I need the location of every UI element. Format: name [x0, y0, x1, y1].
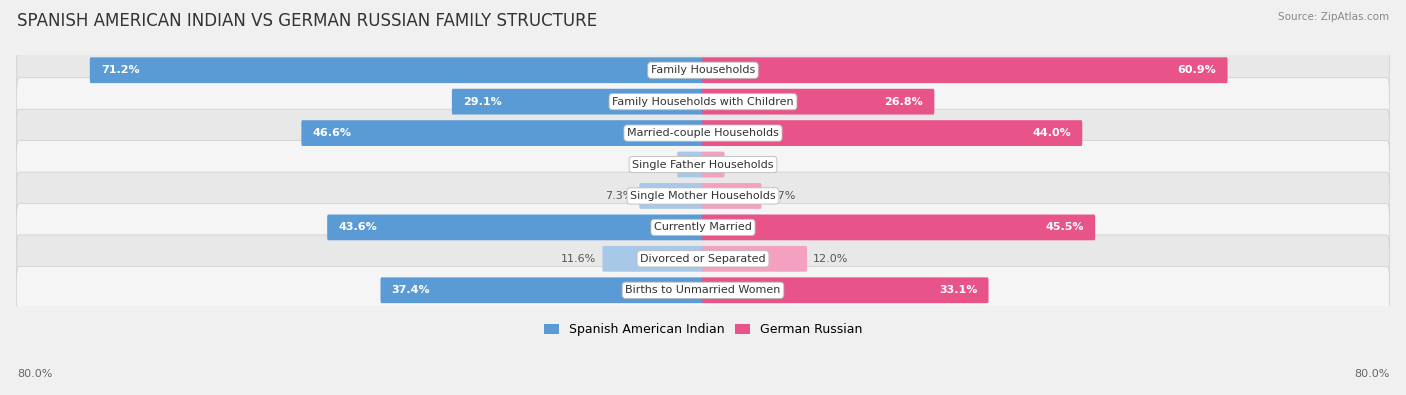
- Text: Source: ZipAtlas.com: Source: ZipAtlas.com: [1278, 12, 1389, 22]
- Text: Married-couple Households: Married-couple Households: [627, 128, 779, 138]
- FancyBboxPatch shape: [702, 120, 1083, 146]
- FancyBboxPatch shape: [301, 120, 704, 146]
- FancyBboxPatch shape: [17, 141, 1389, 188]
- Text: 80.0%: 80.0%: [1354, 369, 1389, 379]
- Text: 33.1%: 33.1%: [939, 285, 977, 295]
- FancyBboxPatch shape: [702, 277, 988, 303]
- FancyBboxPatch shape: [702, 183, 762, 209]
- Text: 80.0%: 80.0%: [17, 369, 52, 379]
- Text: 7.3%: 7.3%: [605, 191, 633, 201]
- Text: Single Mother Households: Single Mother Households: [630, 191, 776, 201]
- Text: 12.0%: 12.0%: [813, 254, 848, 264]
- FancyBboxPatch shape: [702, 152, 724, 177]
- Text: Divorced or Separated: Divorced or Separated: [640, 254, 766, 264]
- FancyBboxPatch shape: [702, 57, 1227, 83]
- FancyBboxPatch shape: [702, 246, 807, 272]
- Text: 29.1%: 29.1%: [463, 97, 502, 107]
- Text: SPANISH AMERICAN INDIAN VS GERMAN RUSSIAN FAMILY STRUCTURE: SPANISH AMERICAN INDIAN VS GERMAN RUSSIA…: [17, 12, 598, 30]
- FancyBboxPatch shape: [602, 246, 704, 272]
- Text: 26.8%: 26.8%: [884, 97, 924, 107]
- FancyBboxPatch shape: [17, 46, 1389, 94]
- Text: Births to Unmarried Women: Births to Unmarried Women: [626, 285, 780, 295]
- Text: Single Father Households: Single Father Households: [633, 160, 773, 169]
- FancyBboxPatch shape: [451, 89, 704, 115]
- FancyBboxPatch shape: [17, 203, 1389, 251]
- FancyBboxPatch shape: [17, 109, 1389, 157]
- Text: Family Households: Family Households: [651, 65, 755, 75]
- Text: 43.6%: 43.6%: [339, 222, 377, 232]
- Text: 71.2%: 71.2%: [101, 65, 139, 75]
- Text: 6.7%: 6.7%: [768, 191, 796, 201]
- Legend: Spanish American Indian, German Russian: Spanish American Indian, German Russian: [540, 320, 866, 340]
- Text: Family Households with Children: Family Households with Children: [612, 97, 794, 107]
- Text: 46.6%: 46.6%: [312, 128, 352, 138]
- FancyBboxPatch shape: [17, 78, 1389, 126]
- FancyBboxPatch shape: [328, 214, 704, 240]
- Text: 37.4%: 37.4%: [392, 285, 430, 295]
- FancyBboxPatch shape: [678, 152, 704, 177]
- FancyBboxPatch shape: [702, 89, 935, 115]
- FancyBboxPatch shape: [17, 266, 1389, 314]
- FancyBboxPatch shape: [90, 57, 704, 83]
- FancyBboxPatch shape: [17, 172, 1389, 220]
- Text: 45.5%: 45.5%: [1046, 222, 1084, 232]
- Text: 2.4%: 2.4%: [731, 160, 759, 169]
- Text: Currently Married: Currently Married: [654, 222, 752, 232]
- FancyBboxPatch shape: [640, 183, 704, 209]
- FancyBboxPatch shape: [381, 277, 704, 303]
- Text: 60.9%: 60.9%: [1178, 65, 1216, 75]
- FancyBboxPatch shape: [17, 235, 1389, 283]
- Text: 2.9%: 2.9%: [643, 160, 671, 169]
- FancyBboxPatch shape: [702, 214, 1095, 240]
- Text: 44.0%: 44.0%: [1032, 128, 1071, 138]
- Text: 11.6%: 11.6%: [561, 254, 596, 264]
